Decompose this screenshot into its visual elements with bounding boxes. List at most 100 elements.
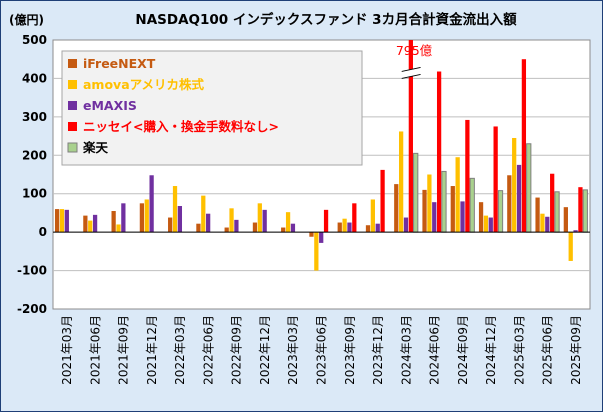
- bar: [582, 189, 588, 233]
- x-tick-label: 2023年12月: [371, 315, 385, 385]
- bar: [394, 184, 399, 233]
- legend-label: amovaアメリカ株式: [83, 77, 205, 92]
- bar: [488, 217, 493, 233]
- axis-break-line: [401, 66, 421, 72]
- bar: [229, 208, 234, 233]
- bar: [252, 222, 258, 233]
- bar: [139, 203, 145, 233]
- x-tick-label: 2021年03月: [60, 315, 74, 385]
- bar: [493, 126, 498, 233]
- bar: [573, 230, 578, 233]
- bar: [375, 223, 380, 233]
- bar: [436, 71, 442, 233]
- legend-label: iFreeNEXT: [83, 56, 156, 71]
- x-tick-label: 2024年06月: [428, 315, 442, 385]
- bar: [319, 232, 324, 243]
- bar: [455, 157, 460, 233]
- bar: [554, 191, 560, 233]
- bar: [59, 209, 65, 233]
- legend: iFreeNEXT amovaアメリカ株式 eMAXIS ニッセイ<購入・換金手数料な…: [61, 50, 363, 166]
- bar: [512, 137, 517, 233]
- bar: [224, 227, 229, 233]
- y-tick-label: -100: [17, 264, 47, 278]
- bar: [206, 213, 211, 233]
- bar: [408, 40, 413, 233]
- bar: [535, 197, 540, 233]
- y-tick-label: 500: [22, 33, 47, 47]
- bar: [337, 222, 342, 233]
- bar: [380, 169, 385, 233]
- legend-swatch: [68, 59, 77, 68]
- bar: [64, 209, 69, 233]
- bar: [563, 207, 568, 233]
- axis-break: [402, 69, 420, 77]
- bar: [92, 214, 98, 233]
- x-tick-label: 2025年03月: [512, 315, 526, 385]
- bar: [422, 189, 427, 233]
- x-tick-label: 2024年12月: [484, 315, 498, 385]
- bar: [290, 223, 296, 233]
- bar: [441, 170, 447, 233]
- x-tick-label: 2023年06月: [315, 315, 329, 385]
- bar: [460, 201, 465, 233]
- bar: [111, 211, 116, 233]
- bar: [545, 216, 550, 233]
- x-tick-label: 2023年09月: [343, 315, 357, 385]
- y-tick-label: 100: [22, 187, 47, 201]
- bar: [121, 203, 126, 233]
- x-tick-label: 2021年06月: [88, 315, 102, 385]
- bar: [526, 143, 532, 233]
- legend-swatch: [67, 142, 78, 153]
- x-tick-label: 2022年12月: [258, 315, 272, 385]
- bar: [413, 152, 419, 233]
- bar: [262, 209, 267, 233]
- y-unit-label: (億円): [9, 12, 44, 27]
- annotation-label: 795億: [396, 43, 433, 58]
- bar: [516, 164, 522, 233]
- bar: [432, 202, 437, 233]
- bar: [347, 222, 352, 233]
- x-tick-label: 2022年09月: [230, 315, 244, 385]
- bar: [478, 202, 484, 233]
- bar: [483, 215, 489, 233]
- bar: [309, 232, 314, 237]
- bar: [285, 212, 291, 233]
- legend-swatch: [68, 101, 77, 110]
- bar: [172, 186, 178, 233]
- x-tick-label: 2022年03月: [173, 315, 187, 385]
- bar: [365, 225, 371, 233]
- bar: [578, 187, 583, 233]
- legend-label: eMAXIS: [83, 98, 137, 113]
- x-tick-label: 2021年09月: [117, 315, 131, 385]
- x-tick-label: 2024年09月: [456, 315, 470, 385]
- bar: [550, 173, 555, 233]
- bar: [403, 217, 409, 233]
- bar: [507, 175, 512, 233]
- bar: [370, 199, 375, 233]
- x-tick-label: 2025年09月: [569, 315, 583, 385]
- bar: [399, 131, 404, 233]
- legend-swatch: [68, 80, 77, 89]
- bar: [521, 59, 527, 233]
- bar: [196, 223, 201, 233]
- bar: [281, 227, 286, 233]
- bar: [568, 232, 573, 261]
- bar: [168, 217, 173, 233]
- bar: [257, 203, 262, 233]
- bar: [540, 213, 545, 233]
- bar: [234, 219, 239, 233]
- x-tick-label: 2024年03月: [399, 315, 413, 385]
- chart-title: NASDAQ100 インデックスファンド 3カ月合計資金流出入額: [135, 11, 517, 28]
- bar: [314, 232, 319, 271]
- y-tick-label: 0: [39, 225, 47, 239]
- bar: [427, 174, 432, 233]
- y-tick-label: 300: [22, 110, 47, 124]
- x-tick-label: 2025年06月: [541, 315, 555, 385]
- bar: [497, 190, 504, 233]
- bar: [465, 119, 470, 233]
- bar: [450, 186, 455, 233]
- legend-swatch: [68, 122, 77, 131]
- axis-break-line: [401, 73, 421, 79]
- bar: [177, 206, 183, 233]
